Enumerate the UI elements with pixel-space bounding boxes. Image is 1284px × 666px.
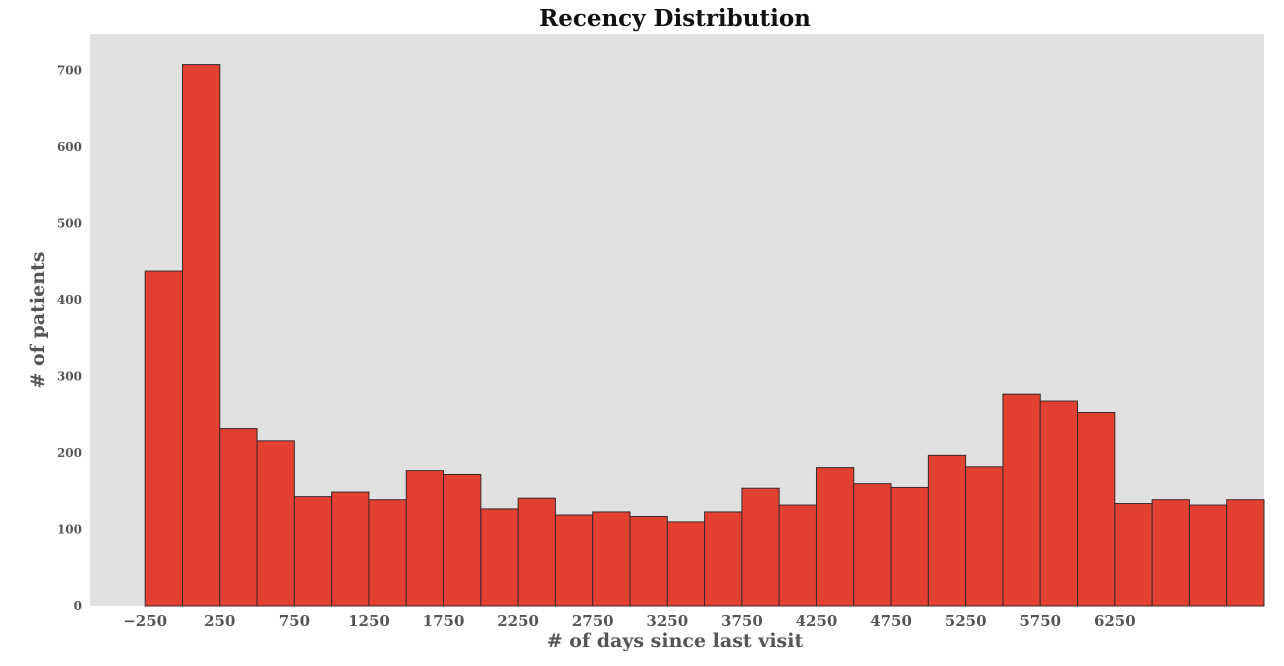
x-tick-label: 5750	[1019, 612, 1061, 630]
y-axis-ticks: 0 100 200 300 400 500 600 700	[57, 64, 82, 613]
x-tick-label: −250	[123, 612, 167, 630]
bars-group	[144, 64, 1265, 607]
histogram-bar	[890, 486, 929, 607]
histogram-bar	[704, 511, 743, 607]
x-tick-label: 4250	[796, 612, 838, 630]
y-axis-label: # of patients	[27, 252, 49, 389]
histogram-bar	[368, 499, 407, 607]
histogram-bar	[443, 473, 482, 607]
histogram-bar	[181, 64, 221, 607]
histogram-bar	[927, 454, 967, 607]
histogram-bar	[256, 440, 295, 607]
y-tick-label: 100	[57, 523, 82, 537]
histogram-bar	[517, 497, 556, 607]
histogram-bar	[741, 487, 780, 607]
x-tick-label: 250	[204, 612, 235, 630]
histogram-bar	[219, 428, 258, 607]
histogram-bar	[1002, 393, 1041, 607]
x-tick-label: 1750	[423, 612, 465, 630]
x-tick-label: 2250	[497, 612, 539, 630]
histogram-bar	[592, 511, 631, 607]
histogram-bar	[666, 521, 706, 607]
y-tick-label: 500	[57, 217, 82, 231]
chart-title: Recency Distribution	[539, 5, 811, 32]
histogram-bar	[1114, 503, 1153, 607]
y-tick-label: 200	[57, 446, 82, 460]
histogram-bar	[144, 270, 183, 607]
x-tick-label: 2750	[572, 612, 614, 630]
histogram-bar	[1188, 504, 1228, 607]
histogram-bar	[480, 508, 519, 607]
histogram-bar	[815, 467, 855, 607]
y-tick-label: 700	[57, 64, 82, 78]
x-axis-ticks: −250 250 750 1250 1750 2250 2750 3250 3750 4250 47…	[123, 612, 1135, 630]
histogram-bar	[965, 466, 1004, 607]
y-tick-label: 400	[57, 293, 82, 307]
histogram-bar	[554, 514, 594, 607]
histogram-bar	[405, 470, 445, 607]
y-tick-label: 0	[74, 599, 82, 613]
y-tick-label: 600	[57, 140, 82, 154]
y-tick-label: 300	[57, 370, 82, 384]
histogram-bar	[853, 483, 892, 607]
x-tick-label: 4750	[870, 612, 912, 630]
histogram-bar	[293, 496, 333, 607]
x-tick-label: 6250	[1094, 612, 1136, 630]
histogram-bar	[1077, 412, 1116, 607]
x-tick-label: 5250	[945, 612, 987, 630]
histogram-bar	[778, 504, 817, 607]
histogram-bar	[331, 491, 370, 607]
x-axis-label: # of days since last visit	[547, 630, 804, 652]
histogram-bar	[629, 516, 668, 607]
x-tick-label: 3750	[721, 612, 763, 630]
x-tick-label: 750	[279, 612, 310, 630]
x-tick-label: 3250	[646, 612, 688, 630]
x-tick-label: 1250	[348, 612, 390, 630]
histogram-bar	[1226, 499, 1265, 607]
histogram-bar	[1151, 499, 1190, 607]
histogram-bar	[1039, 400, 1079, 607]
